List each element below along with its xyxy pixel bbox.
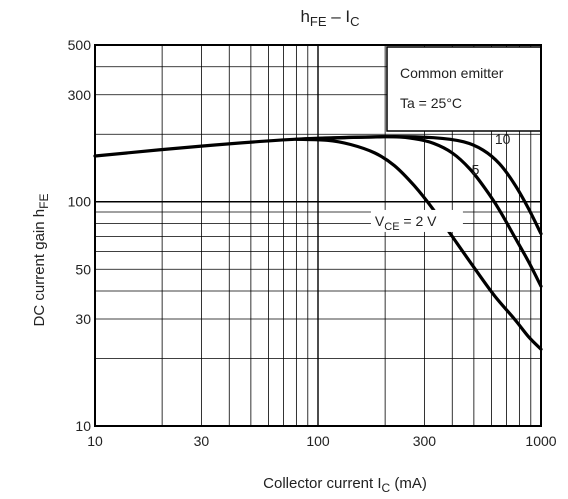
x-tick-label: 300	[413, 433, 437, 449]
conditions-box-frame	[386, 46, 542, 132]
y-tick-label: 10	[75, 418, 91, 434]
series-curves	[93, 135, 543, 351]
series-vce-5	[294, 135, 543, 288]
y-tick-label: 500	[68, 37, 92, 53]
x-axis-label: Collector current IC (mA)	[263, 475, 427, 495]
x-tick-label: 10	[87, 433, 103, 449]
labels: 10 30 100 300 1000 10 30 50 100 300 500 10 5 VCE = 2 …	[68, 37, 557, 449]
conditions-line-2: Ta = 25°C	[400, 95, 462, 111]
y-tick-label: 100	[68, 194, 92, 210]
conditions-line-1: Common emitter	[400, 65, 504, 81]
chart-title: hFE – IC	[300, 7, 359, 29]
y-tick-label: 30	[75, 311, 91, 327]
series-label-2: VCE = 2 V	[375, 213, 437, 233]
series-vce-10	[93, 135, 543, 236]
y-tick-label: 50	[75, 261, 91, 277]
series-label-5: 5	[472, 161, 480, 177]
plot-frame	[94, 44, 542, 427]
series-label-2-bg	[370, 209, 463, 232]
x-tick-label: 30	[194, 433, 210, 449]
x-tick-label: 1000	[525, 433, 556, 449]
conditions-box: Common emitter Ta = 25°C	[386, 46, 542, 132]
x-tick-label: 100	[306, 433, 330, 449]
series-vce-2	[294, 137, 543, 351]
series-label-10: 10	[495, 131, 511, 147]
y-axis-label: DC current gain hFE	[31, 194, 51, 327]
y-tick-label: 300	[68, 87, 92, 103]
